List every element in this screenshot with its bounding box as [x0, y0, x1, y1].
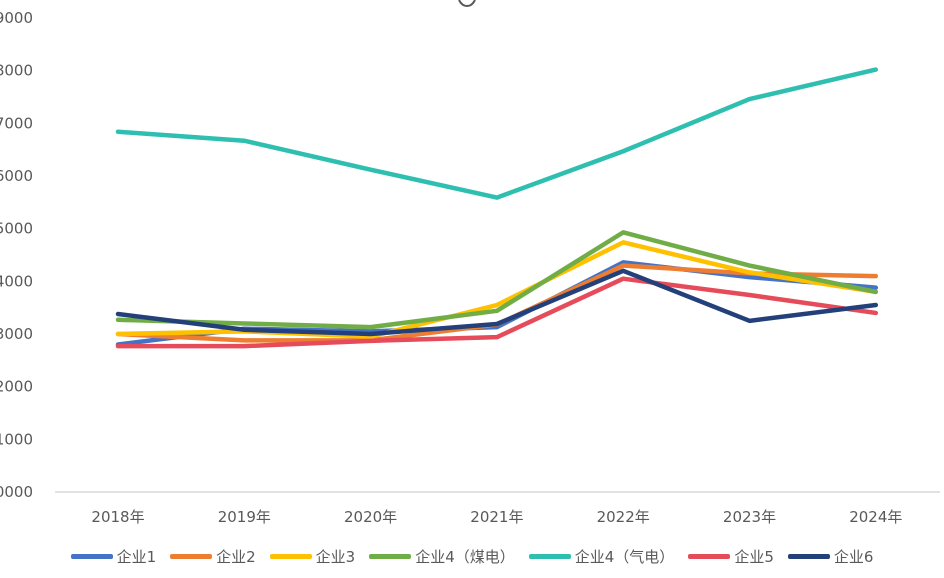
legend-label: 企业2 [216, 547, 256, 566]
chart-legend: 企业1 企业2 企业3 企业4（煤电） 企业4（气电） 企业5 企业6 [0, 543, 944, 569]
legend-item-2: 企业2 [170, 546, 256, 567]
x-tick-label: 2024年 [849, 508, 902, 526]
y-tick-label: 6000 [0, 167, 33, 185]
x-axis-tick-labels: 2018年 2019年 2020年 2021年 2022年 2023年 2024年 [91, 508, 902, 526]
title-fragment-mark [458, 0, 476, 8]
legend-label: 企业5 [734, 547, 774, 566]
legend-label: 企业1 [116, 547, 157, 566]
legend-label: 企业4（气电） [574, 547, 675, 566]
legend-label: 企业3 [315, 547, 356, 566]
x-tick-label: 2019年 [218, 508, 271, 526]
legend-swatch [787, 553, 830, 559]
y-tick-label: 5000 [0, 220, 33, 238]
x-tick-label: 2021年 [470, 508, 523, 526]
y-tick-label: 2000 [0, 378, 33, 396]
legend-item-3: 企业3 [269, 546, 356, 567]
legend-swatch [369, 553, 412, 559]
y-tick-label: 8000 [0, 62, 33, 80]
legend-item-1: 企业1 [70, 546, 157, 567]
legend-swatch [269, 553, 312, 559]
legend-label: 企业4（煤电） [415, 547, 515, 566]
legend-label: 企业6 [833, 547, 874, 566]
x-tick-label: 2022年 [597, 508, 650, 526]
series-lines [115, 67, 879, 349]
y-tick-label: 3000 [0, 325, 33, 343]
legend-swatch [70, 553, 113, 559]
legend-swatch [688, 553, 731, 559]
series-line-5 [115, 67, 879, 200]
legend-item-6: 企业5 [688, 546, 774, 567]
legend-item-5: 企业4（气电） [528, 546, 675, 567]
series-line-6 [115, 276, 879, 349]
x-tick-label: 2018年 [91, 508, 144, 526]
series-line-4 [115, 230, 879, 330]
y-tick-label: 4000 [0, 272, 33, 290]
y-tick-label: 1000 [0, 430, 33, 448]
y-tick-label: 9000 [0, 9, 33, 27]
legend-swatch [528, 553, 571, 559]
y-tick-label: 7000 [0, 114, 33, 132]
series-line-7 [115, 268, 879, 337]
x-tick-label: 2023年 [723, 508, 776, 526]
legend-item-4: 企业4（煤电） [369, 546, 515, 567]
legend-swatch [170, 553, 213, 559]
x-tick-label: 2020年 [344, 508, 397, 526]
legend-item-7: 企业6 [787, 546, 874, 567]
